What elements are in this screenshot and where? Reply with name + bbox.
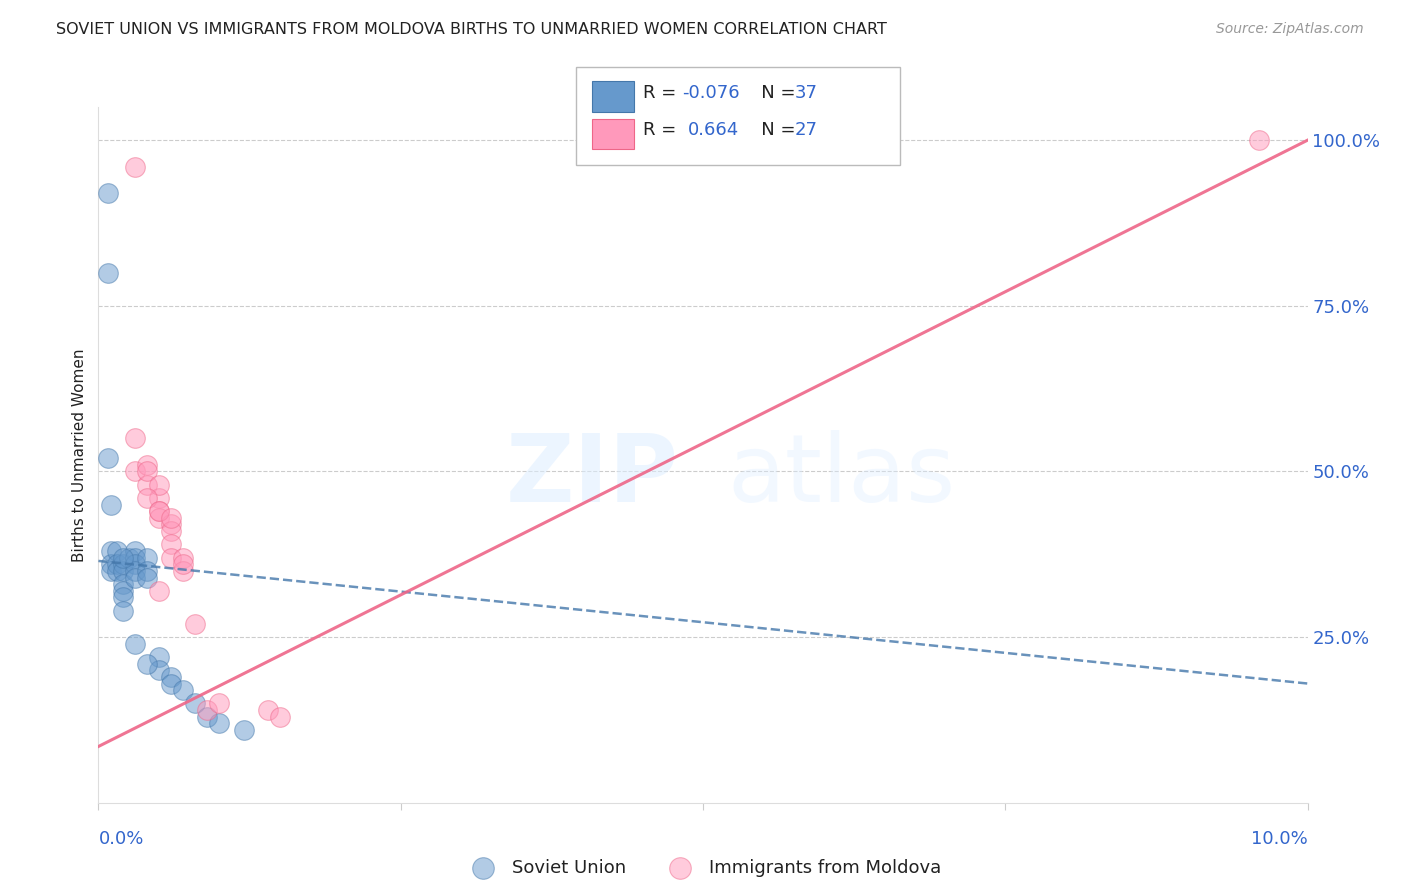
Y-axis label: Births to Unmarried Women: Births to Unmarried Women [72, 348, 87, 562]
Point [160, 511, 183, 525]
Point [148, 491, 170, 505]
Text: N =: N = [744, 121, 801, 139]
Point [208, 716, 231, 731]
Point [172, 564, 194, 578]
Point [105, 564, 128, 578]
Point [184, 697, 207, 711]
Point [160, 676, 183, 690]
Point [111, 583, 134, 598]
Point [135, 477, 157, 491]
Point [97, 266, 120, 280]
Point [256, 703, 278, 717]
Point [124, 160, 146, 174]
Point [232, 723, 254, 737]
Point [105, 558, 128, 572]
Point [148, 663, 170, 677]
Point [160, 670, 183, 684]
Point [111, 564, 134, 578]
Point [160, 517, 183, 532]
Text: ZIP: ZIP [506, 430, 679, 522]
Point [172, 558, 194, 572]
Point [172, 683, 194, 698]
Point [124, 544, 146, 558]
Point [124, 564, 146, 578]
Point [160, 550, 183, 565]
Point [160, 524, 183, 538]
Point [208, 697, 231, 711]
Point [135, 465, 157, 479]
Text: 37: 37 [794, 84, 817, 102]
Point [100, 498, 122, 512]
Point [97, 451, 120, 466]
Point [111, 558, 134, 572]
Point [195, 703, 218, 717]
Point [148, 504, 170, 518]
Point [97, 186, 120, 201]
Point [148, 504, 170, 518]
Point [111, 604, 134, 618]
Text: 27: 27 [794, 121, 817, 139]
Point [148, 477, 170, 491]
Text: Source: ZipAtlas.com: Source: ZipAtlas.com [1216, 22, 1364, 37]
Text: R =: R = [643, 84, 682, 102]
Point [124, 431, 146, 445]
Point [100, 564, 122, 578]
Point [184, 616, 207, 631]
Point [124, 550, 146, 565]
Point [111, 591, 134, 605]
Point [148, 511, 170, 525]
Text: SOVIET UNION VS IMMIGRANTS FROM MOLDOVA BIRTHS TO UNMARRIED WOMEN CORRELATION CH: SOVIET UNION VS IMMIGRANTS FROM MOLDOVA … [56, 22, 887, 37]
Point [135, 458, 157, 472]
Point [100, 558, 122, 572]
Point [148, 583, 170, 598]
Point [135, 570, 157, 584]
Text: N =: N = [744, 84, 801, 102]
Point [135, 491, 157, 505]
Point [124, 558, 146, 572]
Point [1249, 133, 1271, 147]
Point [135, 564, 157, 578]
Point [269, 709, 291, 723]
Point [148, 650, 170, 665]
Point [105, 544, 128, 558]
Point [124, 637, 146, 651]
Point [135, 550, 157, 565]
Legend: Soviet Union, Immigrants from Moldova: Soviet Union, Immigrants from Moldova [457, 852, 949, 884]
Point [118, 550, 141, 565]
Text: 0.664: 0.664 [688, 121, 738, 139]
Point [172, 550, 194, 565]
Text: -0.076: -0.076 [682, 84, 740, 102]
Text: 10.0%: 10.0% [1251, 830, 1308, 847]
Point [160, 537, 183, 551]
Point [195, 709, 218, 723]
Point [124, 465, 146, 479]
Text: atlas: atlas [727, 430, 956, 522]
Point [135, 657, 157, 671]
Point [111, 550, 134, 565]
Point [111, 577, 134, 591]
Point [100, 544, 122, 558]
Text: R =: R = [643, 121, 688, 139]
Text: 0.0%: 0.0% [98, 830, 143, 847]
Point [124, 570, 146, 584]
